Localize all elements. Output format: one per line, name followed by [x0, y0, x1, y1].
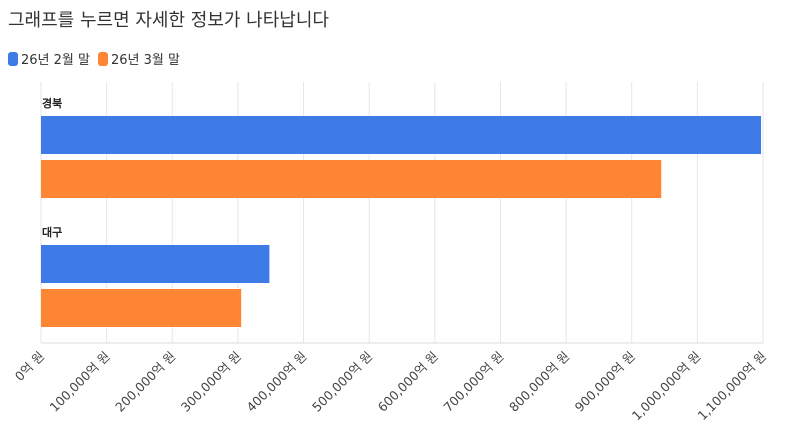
bar-0-0[interactable]	[41, 116, 762, 154]
legend-swatch-feb	[8, 51, 18, 66]
legend: 26년 2월 말 26년 3월 말	[8, 49, 180, 68]
tick-label-11: 1,100,000억 원	[694, 349, 769, 424]
chart-title: 그래프를 누르면 자세한 정보가 나타납니다	[8, 10, 329, 31]
tick-label-0: 0억 원	[12, 349, 47, 384]
bar-1-1[interactable]	[41, 289, 242, 327]
legend-item-feb[interactable]: 26년 2월 말	[8, 49, 90, 68]
tick-label-7: 700,000억 원	[440, 349, 506, 415]
tick-label-8: 800,000억 원	[506, 349, 572, 415]
tick-label-10: 1,000,000억 원	[629, 349, 704, 424]
bar-0-1[interactable]	[41, 160, 662, 198]
legend-item-mar[interactable]: 26년 3월 말	[97, 49, 180, 68]
category-label-1: 대구	[42, 225, 62, 239]
tick-label-4: 400,000억 원	[243, 349, 309, 415]
bar-1-0[interactable]	[41, 245, 270, 283]
tick-label-3: 300,000억 원	[178, 349, 244, 415]
tick-label-1: 100,000억 원	[47, 349, 113, 415]
legend-label-feb: 26년 2월 말	[21, 53, 90, 68]
legend-label-mar: 26년 3월 말	[110, 53, 180, 68]
tick-label-6: 600,000억 원	[375, 349, 441, 415]
legend-swatch-mar	[97, 51, 108, 66]
tick-label-9: 900,000억 원	[572, 349, 638, 415]
tick-label-5: 500,000억 원	[309, 349, 375, 415]
category-label-0: 경북	[42, 96, 62, 110]
tick-label-2: 200,000억 원	[112, 349, 178, 415]
